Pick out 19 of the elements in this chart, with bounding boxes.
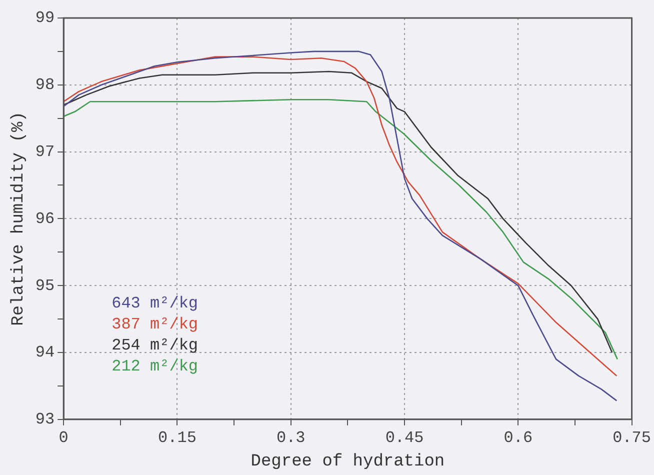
x-tick-label: 0.3 <box>276 429 306 448</box>
x-axis-title: Degree of hydration <box>250 452 445 472</box>
x-tick-label: 0 <box>58 429 68 448</box>
y-tick-label: 93 <box>35 410 55 429</box>
x-tick-label: 0.75 <box>612 429 651 448</box>
y-tick-label: 96 <box>35 210 55 228</box>
y-tick-label: 94 <box>35 344 55 362</box>
y-axis-title: Relative humidity (%) <box>10 112 29 326</box>
text: 387 m²/kg <box>112 316 198 334</box>
x-tick-label: 0.45 <box>385 429 424 448</box>
text: 643 m²/kg <box>112 294 198 313</box>
y-tick-label: 97 <box>35 143 55 162</box>
y-tick-label: 99 <box>35 9 55 28</box>
text: 212 m²/kg <box>112 358 198 376</box>
x-tick-label: 0.6 <box>504 429 533 448</box>
y-tick-label: 98 <box>35 76 55 94</box>
text: 254 m²/kg <box>112 336 198 355</box>
x-tick-label: 0.15 <box>158 429 196 448</box>
y-tick-label: 95 <box>35 276 55 295</box>
